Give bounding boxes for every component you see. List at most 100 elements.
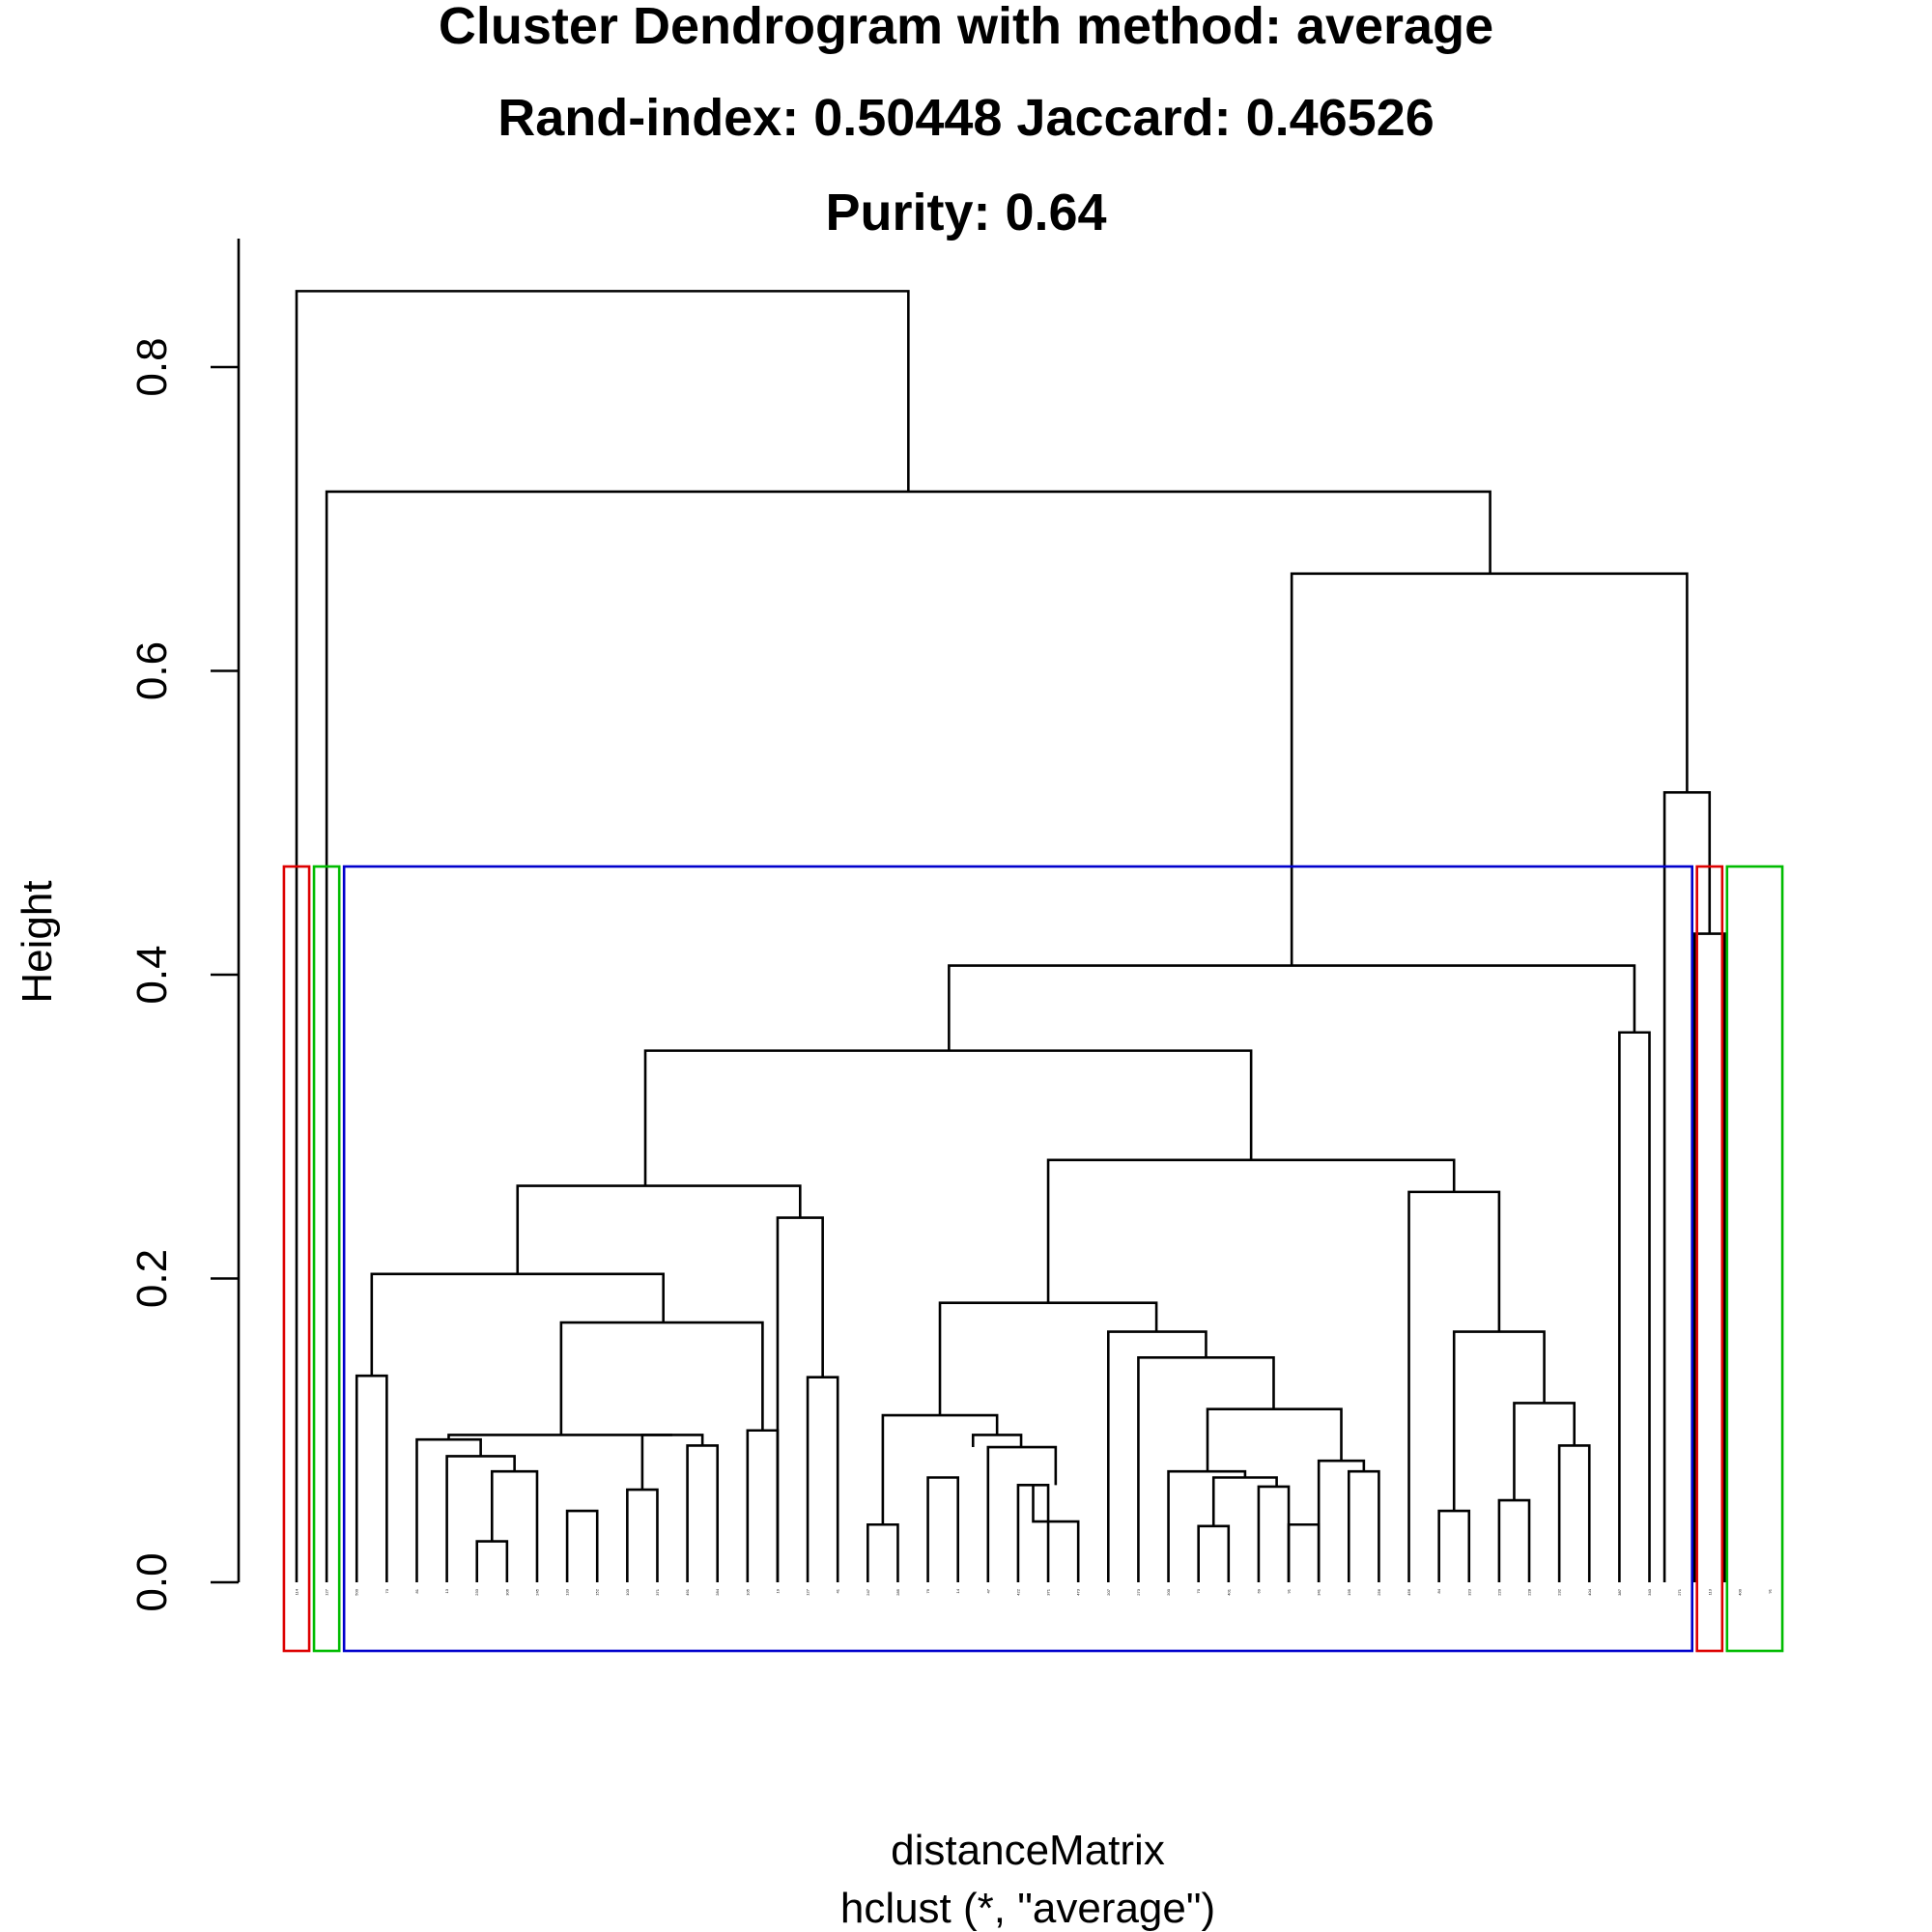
leaf-label: 103	[625, 1588, 630, 1595]
cluster-box	[312, 865, 341, 1653]
cluster-boxes	[282, 865, 1784, 1653]
dendrogram-link	[1317, 1459, 1366, 1582]
dendrogram-link	[1692, 932, 1726, 1582]
leaf-label: 371	[1046, 1588, 1051, 1595]
dendrogram-link	[1287, 1522, 1321, 1582]
leaf-label: 207	[1106, 1588, 1111, 1595]
dendrogram-link	[325, 490, 1492, 1582]
leaf-label: 91	[1287, 1588, 1292, 1593]
y-axis-label: Height	[14, 880, 61, 1003]
dendrogram-link	[1046, 1158, 1456, 1303]
chart-subtitle-indices: Rand-index: 0.50448 Jaccard: 0.46526	[497, 89, 1435, 147]
leaf-label: 271	[1677, 1588, 1682, 1595]
dendrogram-link	[938, 1301, 1158, 1416]
dendrogram-link	[1618, 1031, 1651, 1582]
leaf-label: 284	[715, 1588, 720, 1595]
dendrogram-link	[1452, 1330, 1546, 1512]
dendrogram-link	[867, 1522, 899, 1582]
leaf-label: 306	[504, 1588, 509, 1595]
dendrogram-branches	[295, 290, 1726, 1582]
dendrogram-link	[475, 1540, 509, 1582]
leaf-label: 14	[955, 1588, 960, 1593]
dendrogram-link	[640, 1434, 704, 1491]
chart-subtitle-purity: Purity: 0.64	[825, 184, 1106, 242]
leaf-label: 133	[565, 1588, 570, 1595]
dendrogram-link	[1211, 1476, 1278, 1526]
dendrogram-link	[1167, 1469, 1247, 1582]
dendrogram-link	[355, 1374, 388, 1582]
leaf-label: 228	[1527, 1588, 1532, 1595]
dendrogram-link	[1347, 1469, 1380, 1582]
dendrogram-link	[746, 1429, 780, 1582]
leaf-label: 400	[1737, 1588, 1742, 1595]
dendrogram-link	[1197, 1524, 1231, 1582]
leaf-label: 473	[1076, 1588, 1081, 1595]
leaf-label: 491	[685, 1588, 690, 1595]
dendrogram-link	[370, 1272, 665, 1377]
leaf-label: 200	[1166, 1588, 1171, 1595]
leaf-label: 343	[1647, 1588, 1652, 1595]
leaf-label: 152	[595, 1588, 600, 1595]
dendrogram-link	[806, 1376, 839, 1582]
dendrogram-link	[686, 1444, 720, 1582]
dendrogram-link	[776, 1216, 824, 1582]
leaf-labels: 114 127 500 73 81 13 233 306 245 133 152 103 371 491 2…	[295, 1588, 1773, 1595]
dendrogram-link	[445, 1455, 516, 1582]
dendrogram-link	[447, 1434, 673, 1440]
leaf-label: 256	[1377, 1588, 1381, 1595]
leaf-label: 73	[384, 1588, 389, 1593]
dendrogram-link	[1206, 1407, 1343, 1472]
leaf-label: 114	[295, 1588, 299, 1595]
x-axis-sublabel: hclust (*, "average")	[840, 1885, 1215, 1932]
leaf-label: 371	[655, 1588, 660, 1595]
leaf-label: 79	[925, 1588, 930, 1593]
dendrogram-link	[1257, 1485, 1291, 1582]
dendrogram-link	[1107, 1330, 1208, 1582]
y-tick-label: 0.2	[128, 1249, 176, 1308]
leaf-label: 285	[895, 1588, 900, 1595]
dendrogram-link	[490, 1469, 539, 1582]
leaf-label: 245	[534, 1588, 539, 1595]
dendrogram-link	[971, 1434, 1023, 1448]
dendrogram-link	[1662, 791, 1712, 1582]
leaf-label: 91	[1768, 1588, 1773, 1593]
dendrogram-link	[1407, 1190, 1501, 1582]
leaf-label: 81	[414, 1588, 419, 1593]
dendrogram-link	[948, 964, 1636, 1051]
dendrogram-link	[1290, 572, 1689, 966]
leaf-label: 273	[1136, 1588, 1141, 1595]
leaf-label: 41	[836, 1588, 840, 1593]
y-tick-label: 0.8	[128, 337, 176, 396]
cluster-box	[342, 865, 1694, 1653]
dendrogram-link	[1513, 1402, 1576, 1501]
leaf-label: 233	[474, 1588, 479, 1595]
y-axis-ticks: 0.0 0.2 0.4 0.6 0.8	[128, 337, 239, 1612]
leaf-label: 113	[1707, 1588, 1712, 1595]
dendrogram-link	[516, 1184, 802, 1274]
leaf-label: 232	[1557, 1588, 1562, 1595]
leaf-label: 247	[866, 1588, 870, 1595]
dendrogram-link	[1137, 1355, 1275, 1582]
cluster-box	[1695, 865, 1724, 1653]
dendrogram-link	[1497, 1498, 1531, 1582]
leaf-label: 19	[775, 1588, 780, 1593]
dendrogram-link	[1557, 1444, 1591, 1582]
dendrogram-link	[559, 1321, 764, 1435]
leaf-label: 401	[1226, 1588, 1231, 1595]
leaf-label: 195	[1347, 1588, 1351, 1595]
chart-title: Cluster Dendrogram with method: average	[439, 0, 1493, 55]
y-tick-label: 0.0	[128, 1552, 176, 1611]
x-axis-label: distanceMatrix	[891, 1827, 1165, 1874]
leaf-label: 127	[325, 1588, 329, 1595]
dendrogram-link	[643, 1049, 1253, 1186]
y-tick-label: 0.4	[128, 945, 176, 1004]
cluster-box	[1725, 865, 1784, 1653]
leaf-label: 323	[1466, 1588, 1471, 1595]
dendrogram-link	[626, 1488, 659, 1582]
leaf-label: 47	[985, 1588, 990, 1593]
dendrogram-link	[1032, 1485, 1080, 1582]
leaf-label: 127	[806, 1588, 810, 1595]
leaf-label: 500	[355, 1588, 359, 1595]
dendrogram-link	[295, 290, 910, 1582]
